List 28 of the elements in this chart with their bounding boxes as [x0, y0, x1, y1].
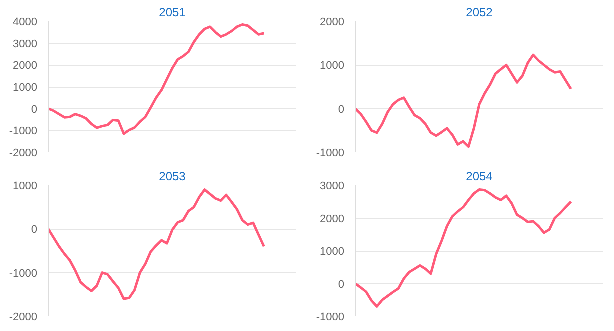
y-tick-label: 3000 [320, 180, 345, 192]
chart-title: 2054 [466, 170, 494, 184]
chart-title: 2052 [466, 6, 494, 20]
y-tick-label: -1000 [316, 148, 345, 160]
line-series [356, 188, 572, 308]
y-tick-label: 1000 [13, 82, 38, 94]
y-tick-label: -1000 [9, 268, 38, 280]
y-tick-label: 0 [31, 104, 38, 116]
y-tick-label: 1000 [320, 60, 345, 72]
y-tick-label: 2000 [13, 60, 38, 72]
y-tick-label: 4000 [13, 16, 38, 28]
line-series [48, 24, 266, 136]
y-tick-label: 0 [338, 278, 345, 291]
y-tick-label: 1000 [13, 180, 38, 192]
y-tick-label: 3000 [13, 38, 38, 50]
line-series [356, 54, 572, 148]
y-tick-label: 1000 [320, 246, 345, 258]
y-tick-label: 2000 [320, 16, 345, 28]
y-tick-label: 0 [338, 104, 345, 116]
y-tick-label: -1000 [9, 126, 38, 138]
y-tick-label: 2000 [320, 213, 345, 226]
chart-title: 2051 [159, 6, 186, 20]
y-tick-label: -1000 [316, 312, 345, 324]
chart-title: 2053 [159, 170, 186, 184]
y-tick-label: 0 [31, 224, 38, 236]
y-tick-label: -2000 [9, 148, 38, 160]
y-tick-label: -2000 [9, 312, 38, 324]
line-series [48, 188, 266, 300]
